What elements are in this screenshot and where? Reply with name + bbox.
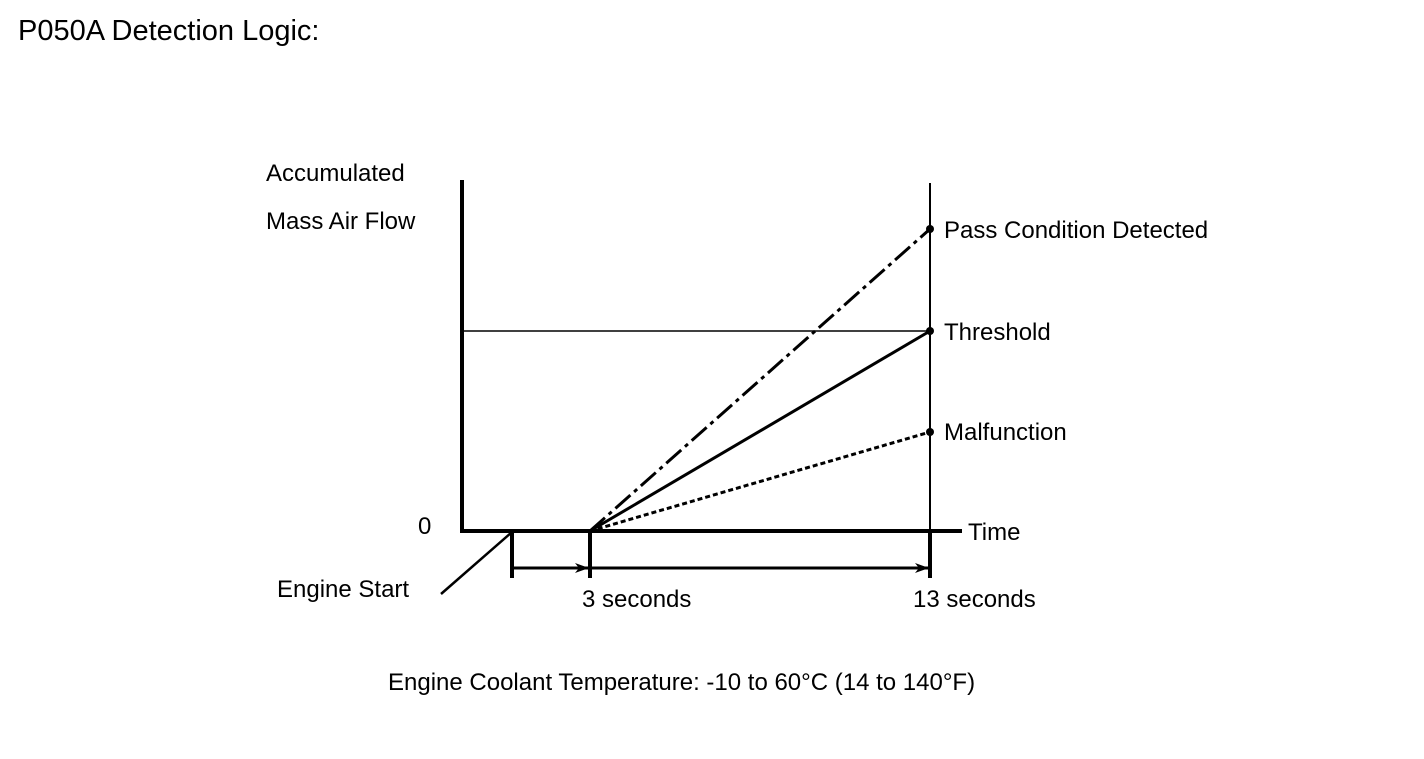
y-axis-label-line1: Accumulated <box>266 160 405 187</box>
x-axis-label: Time <box>968 519 1020 546</box>
threshold-label: Threshold <box>944 319 1051 346</box>
threshold-line <box>589 329 931 533</box>
origin-label: 0 <box>418 513 431 540</box>
pass-label: Pass Condition Detected <box>944 217 1208 244</box>
engine-start-label: Engine Start <box>277 576 409 603</box>
tick-3s-label: 3 seconds <box>582 586 691 613</box>
tick-13s-label: 13 seconds <box>913 586 1036 613</box>
threshold-point <box>926 327 934 335</box>
footnote: Engine Coolant Temperature: -10 to 60°C … <box>388 669 975 696</box>
pass-point <box>926 225 934 233</box>
malfunction-line <box>589 430 931 533</box>
engine-start-leader <box>440 531 513 595</box>
y-axis-label-line2: Mass Air Flow <box>266 208 416 235</box>
malfunction-point <box>926 428 934 436</box>
pass-condition-line <box>589 227 931 533</box>
malfunction-label: Malfunction <box>944 419 1067 446</box>
page-title: P050A Detection Logic: <box>18 15 319 47</box>
